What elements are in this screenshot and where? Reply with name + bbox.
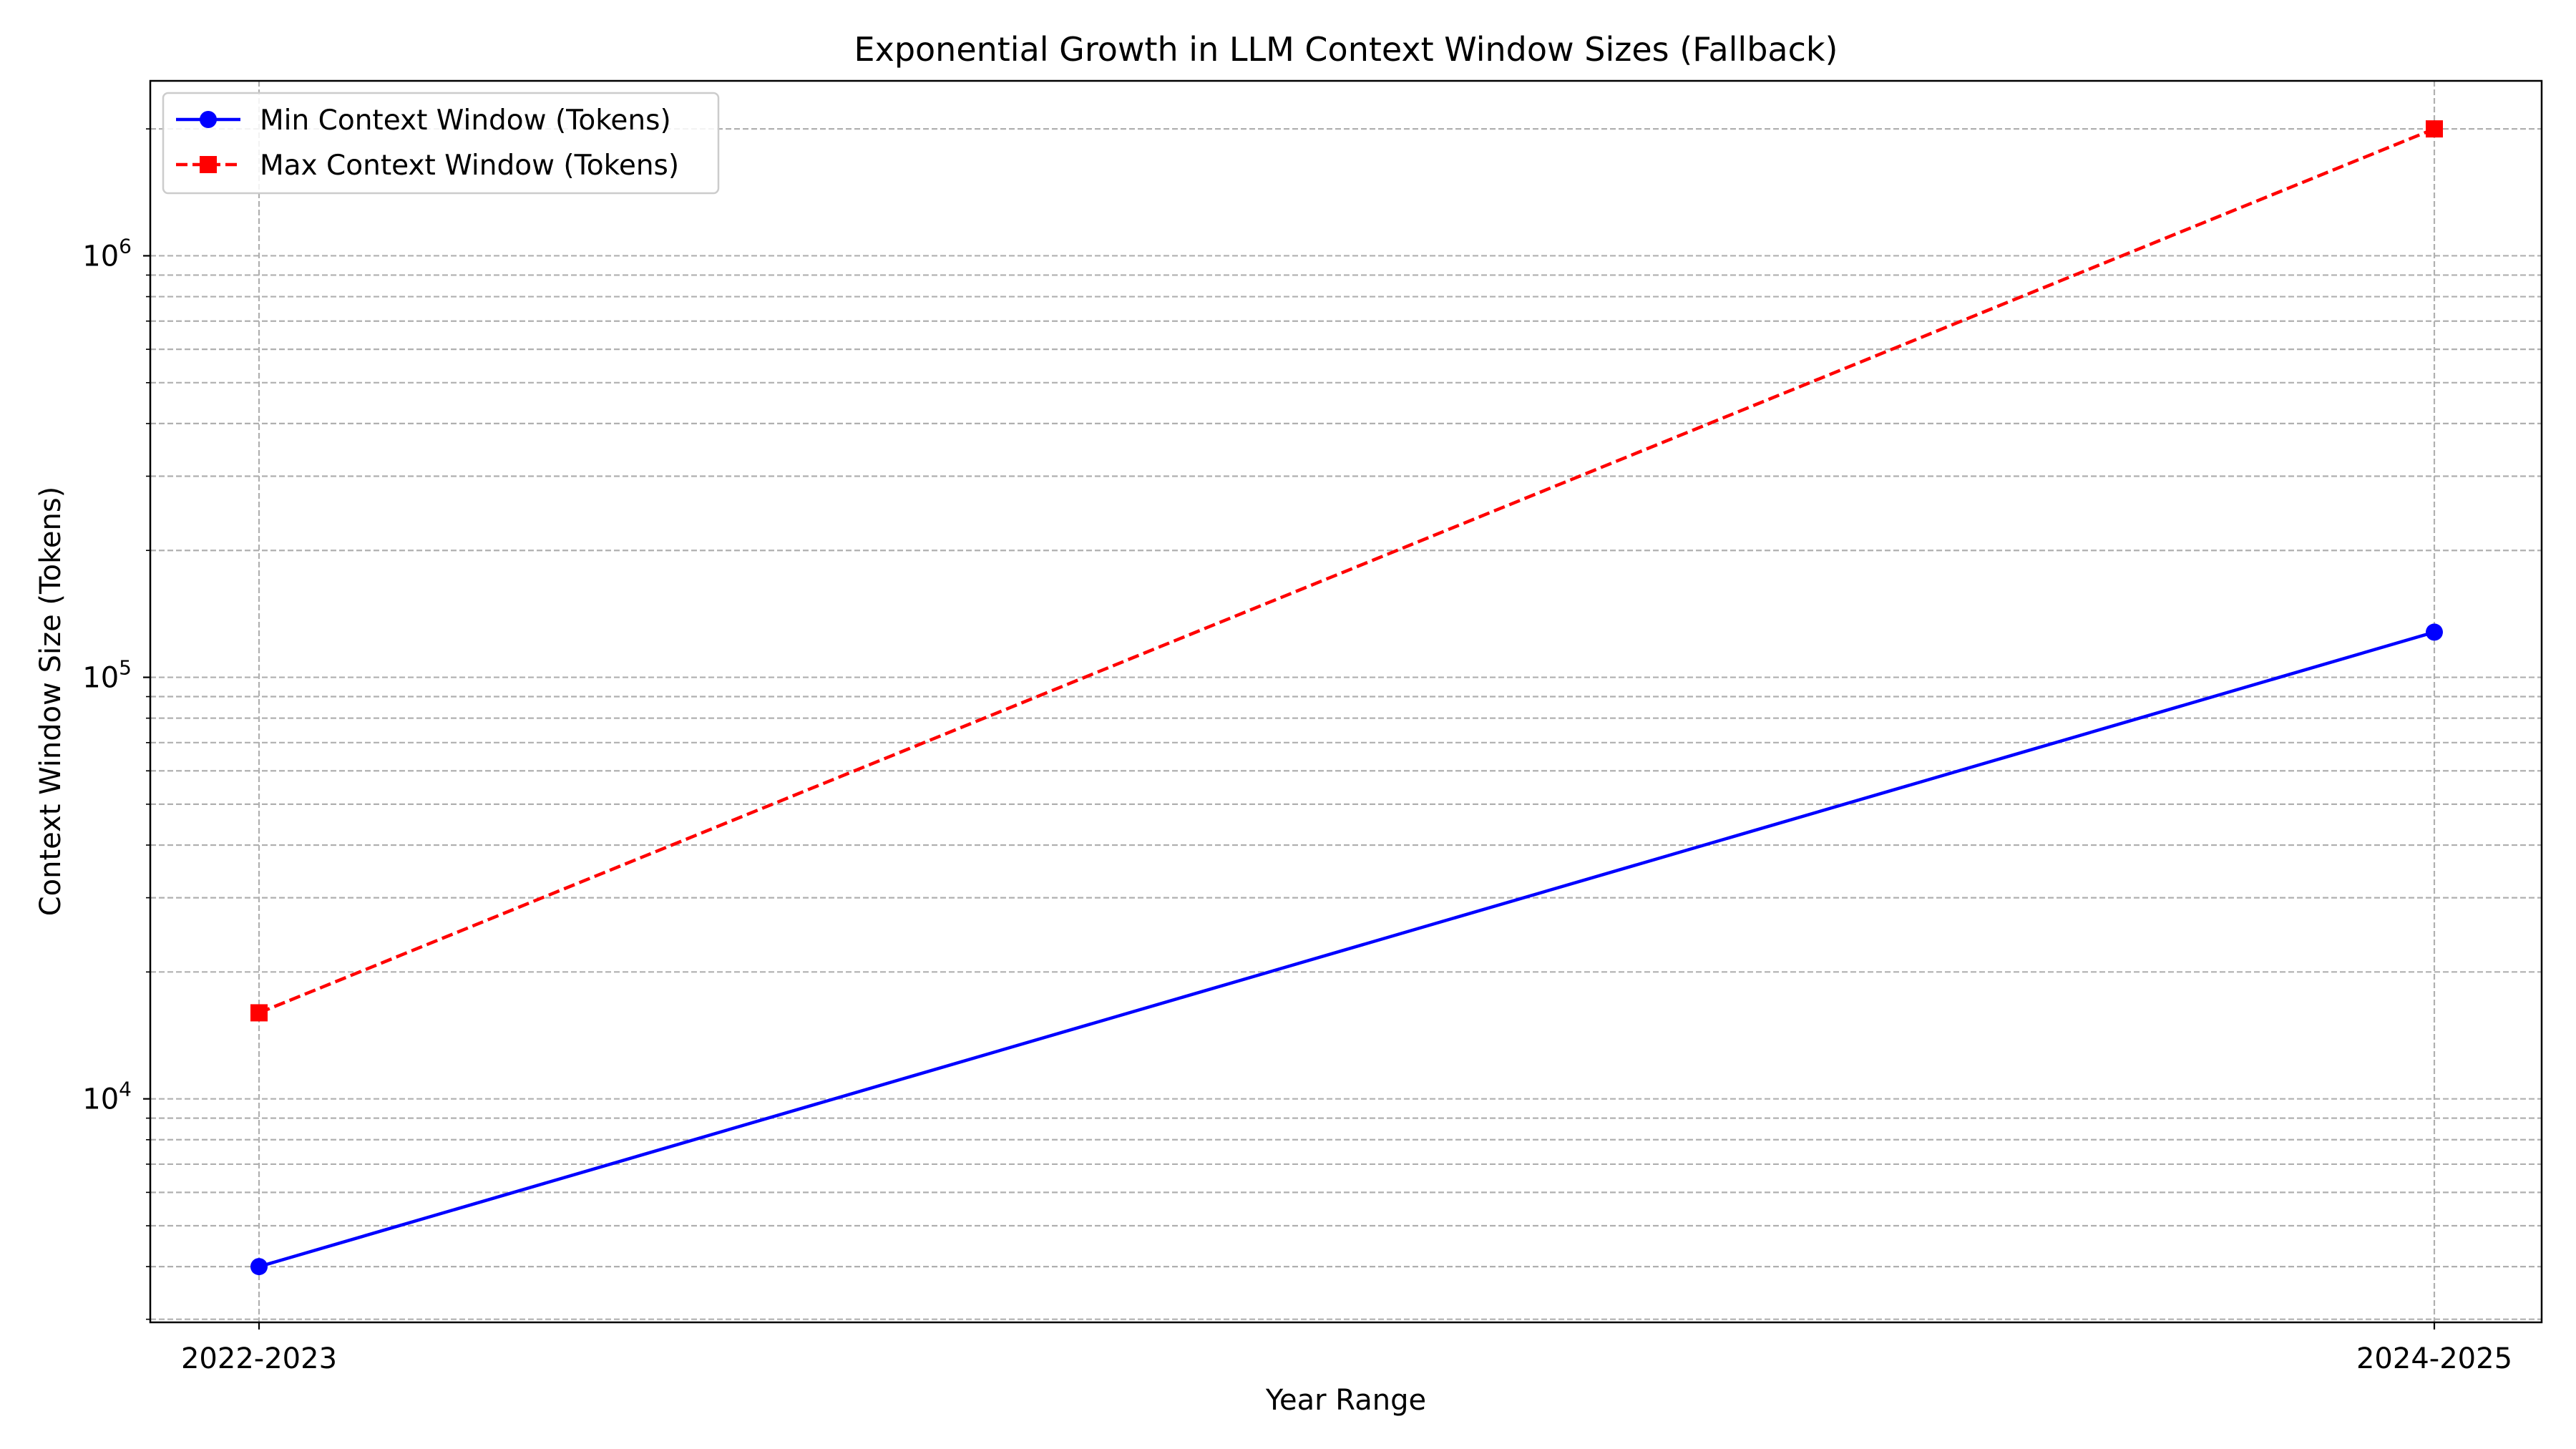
y-tick-label: 104 bbox=[82, 1078, 132, 1116]
legend-max-label: Max Context Window (Tokens) bbox=[260, 150, 679, 182]
chart-title: Exponential Growth in LLM Context Window… bbox=[854, 30, 1838, 69]
y-axis-label: Context Window Size (Tokens) bbox=[34, 487, 67, 917]
plot-frame bbox=[149, 79, 2543, 1324]
legend: Min Context Window (Tokens) Max Context … bbox=[162, 92, 720, 195]
legend-min-label: Min Context Window (Tokens) bbox=[260, 104, 671, 137]
min-series-point bbox=[250, 1258, 268, 1276]
y-tick-label: 105 bbox=[82, 656, 132, 695]
max-series-line bbox=[258, 127, 2435, 1015]
plot-series bbox=[250, 120, 2443, 1276]
x-tick-label: 2022-2023 bbox=[181, 1342, 337, 1375]
grid-lines bbox=[150, 81, 2542, 1322]
axis-ticks: 2022-2023 2024-2025 104 105 106 bbox=[82, 128, 2512, 1375]
max-series-point bbox=[250, 1004, 268, 1022]
min-series-point bbox=[2426, 623, 2443, 641]
legend-max-marker bbox=[200, 156, 217, 173]
y-tick-label: 106 bbox=[82, 234, 132, 273]
max-series-point bbox=[2426, 120, 2443, 138]
x-tick-label: 2024-2025 bbox=[2356, 1342, 2512, 1375]
min-series-line bbox=[258, 630, 2435, 1269]
legend-min-marker bbox=[200, 111, 217, 128]
legend-box bbox=[162, 92, 720, 195]
x-axis-label: Year Range bbox=[1265, 1384, 1426, 1417]
